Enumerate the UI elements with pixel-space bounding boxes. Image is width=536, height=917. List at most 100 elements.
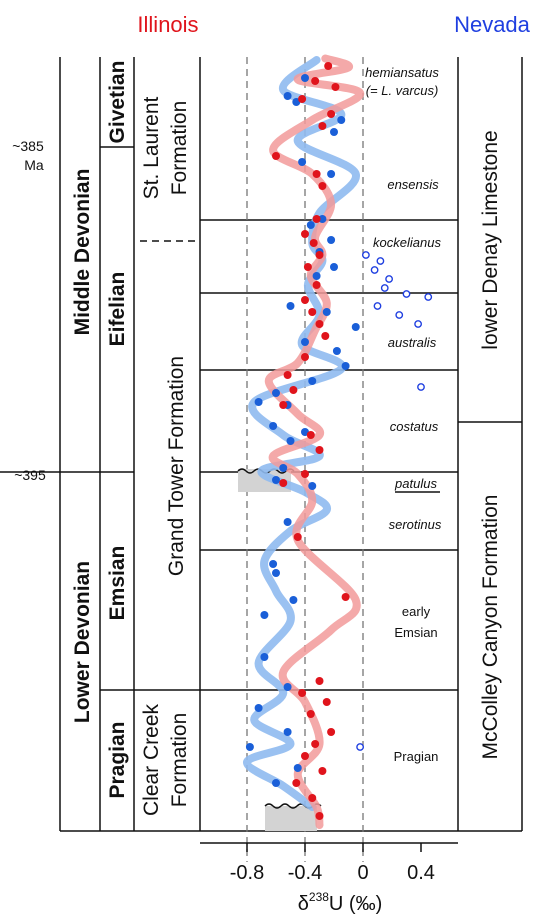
nevada-point (272, 476, 280, 484)
illinois-point (318, 182, 327, 190)
nevada-point (289, 596, 298, 604)
stage-givetian: Givetian (106, 61, 129, 144)
data-points (245, 62, 433, 820)
nevada-open-point (402, 290, 411, 298)
nevada-point (286, 437, 295, 445)
x-axis: -0.8 -0.4 0 0.4 (200, 842, 458, 884)
stage-eifelian: Eifelian (106, 272, 129, 347)
data-curves (243, 54, 365, 829)
illinois-point (315, 446, 324, 454)
illinois-point (292, 779, 301, 787)
x-tick-label: 0 (357, 862, 368, 884)
illinois-curve (264, 54, 365, 829)
x-axis-title: δ238U (‰) (298, 890, 383, 915)
zone-emsian: Emsian (394, 625, 437, 640)
hiatus-box-lower (265, 806, 317, 831)
nevada-point (283, 92, 292, 100)
illinois-point (341, 593, 350, 601)
nevada-open-point (385, 275, 393, 283)
illinois-point (283, 371, 292, 379)
age-385: ~385 (12, 138, 44, 154)
illinois-point (315, 251, 324, 259)
nevada-point (332, 347, 341, 355)
nevada-point (272, 779, 280, 787)
series-lower-devonian: Lower Devonian (71, 561, 94, 723)
formation-st-laurent-1: St. Laurent (140, 96, 163, 199)
zone-pragian: Pragian (394, 749, 439, 764)
nevada-label: Nevada (454, 12, 531, 37)
illinois-point (293, 533, 302, 541)
series-middle-devonian: Middle Devonian (71, 169, 94, 336)
zone-early: early (402, 604, 431, 619)
x-axis-title-sup: 238 (309, 890, 329, 904)
nevada-point (254, 398, 263, 406)
nevada-open-point (356, 743, 364, 751)
zone-serotinus: serotinus (389, 517, 442, 532)
stage-emsian: Emsian (106, 546, 129, 621)
nevada-point (327, 170, 336, 178)
illinois-point (315, 320, 324, 328)
nevada-point (286, 302, 295, 310)
illinois-point (311, 77, 320, 85)
illinois-point (298, 689, 307, 697)
illinois-point (327, 728, 336, 736)
illinois-point (318, 122, 327, 130)
zone-varcus: (= L. varcus) (366, 83, 439, 98)
illinois-point (315, 677, 324, 685)
illinois-point (272, 152, 280, 160)
illinois-point (318, 767, 327, 775)
nevada-point (283, 518, 292, 526)
x-tick-label: -0.4 (288, 862, 322, 884)
nevada-point (312, 272, 321, 280)
illinois-point (321, 332, 330, 340)
illinois-point (315, 812, 324, 820)
nevada-point (318, 215, 327, 223)
nevada-denay-limestone: lower Denay Limestone (479, 130, 502, 349)
nevada-point (301, 74, 309, 82)
illinois-point (301, 752, 309, 760)
illinois-point (308, 794, 317, 802)
illinois-point (301, 296, 309, 304)
nevada-open-point (361, 251, 370, 259)
illinois-point (301, 353, 309, 361)
illinois-point (289, 386, 298, 394)
age-395: ~395 (14, 467, 46, 483)
nevada-open-point (376, 257, 385, 265)
formation-clear-creek-1: Clear Creek (140, 703, 163, 816)
nevada-point (254, 704, 263, 712)
zone-kockelianus: kockelianus (373, 235, 441, 250)
nevada-open-point (424, 293, 433, 301)
x-tick-label: -0.8 (230, 862, 264, 884)
nevada-open-point (373, 302, 382, 310)
illinois-point (306, 710, 315, 718)
illinois-point (279, 401, 288, 409)
zone-patulus: patulus (394, 476, 437, 491)
nevada-point (330, 263, 338, 271)
stage-pragian: Pragian (106, 721, 129, 798)
nevada-open-point (414, 320, 422, 328)
zone-costatus: costatus (390, 419, 439, 434)
nevada-point (269, 560, 278, 568)
formation-grand-tower: Grand Tower Formation (165, 356, 188, 576)
nevada-mccolley-canyon: McColley Canyon Formation (479, 495, 502, 760)
illinois-point (308, 308, 317, 316)
nevada-point (260, 611, 269, 619)
nevada-point (279, 464, 288, 472)
illinois-point (301, 230, 309, 238)
illinois-point (331, 83, 340, 91)
illinois-point (279, 479, 288, 487)
nevada-point (301, 338, 309, 346)
illinois-point (322, 698, 331, 706)
nevada-open-point (395, 311, 404, 319)
nevada-point (283, 683, 292, 691)
nevada-point (330, 128, 338, 136)
x-tick-label: 0.4 (407, 862, 435, 884)
nevada-point (245, 743, 254, 751)
illinois-point (306, 431, 315, 439)
illinois-point (312, 281, 321, 289)
nevada-point (351, 323, 360, 331)
illinois-point (311, 740, 320, 748)
nevada-point (337, 116, 346, 124)
illinois-point (327, 110, 336, 118)
